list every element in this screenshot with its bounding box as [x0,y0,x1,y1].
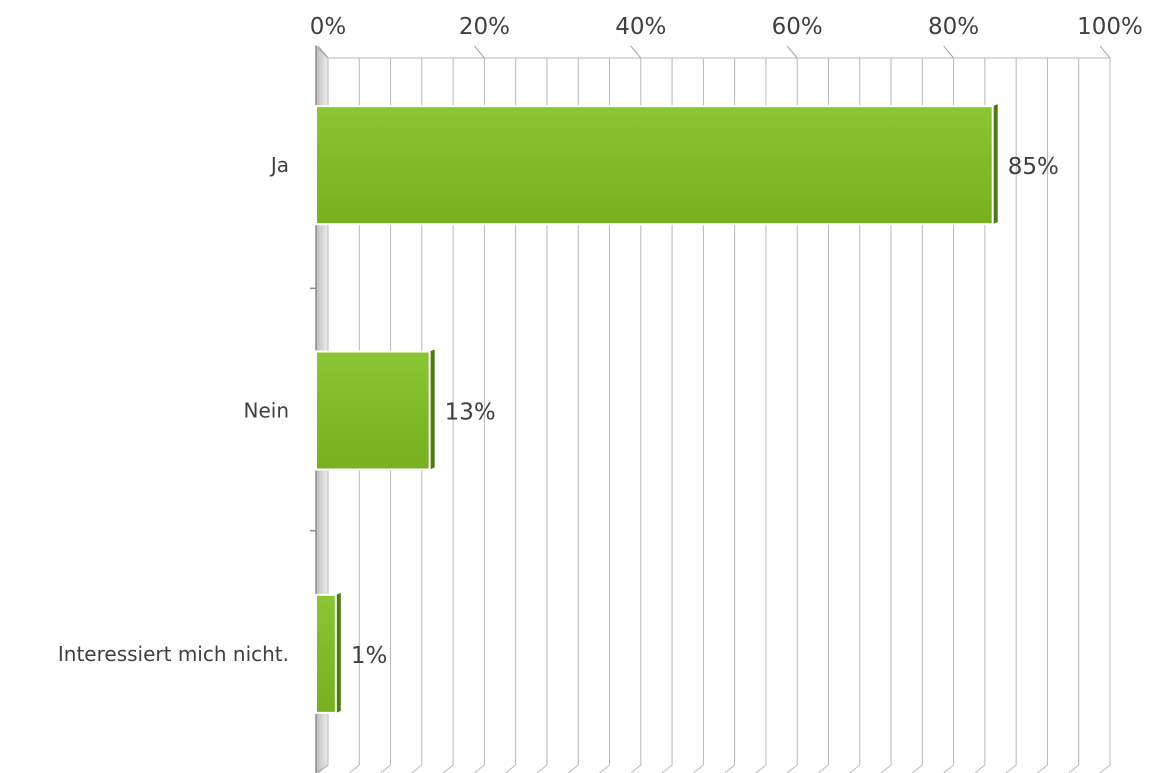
bar-side [429,349,435,470]
gridline-floor [880,764,892,773]
bar-interessiert-mich-nicht [315,592,341,714]
x-tick-label: 60% [772,14,823,40]
bar-face [315,350,431,471]
x-tick-label: 20% [459,14,510,40]
gridline-floor [567,764,579,773]
gridline-floor [1037,764,1048,773]
gridline-floor [943,764,954,773]
bar-face [315,105,994,226]
x-tick-label: 0% [310,14,347,40]
bar-side [335,592,341,713]
gridline-floor [380,764,391,773]
category-label-nein: Nein [244,399,290,423]
gridline-floor [411,764,423,773]
category-labels: Ja Nein Interessiert mich nicht. [58,153,289,666]
gridline-floor [849,764,861,773]
gridline-floor [693,764,704,773]
gridline-floor [599,764,610,773]
gridline-floor [536,764,548,773]
gridline-floor [1068,764,1080,773]
gridline-floor [348,764,360,773]
x-tick-label: 40% [615,14,666,40]
category-label-interessiert-mich-nicht: Interessiert mich nicht. [58,642,289,666]
gridline-floor [630,764,642,773]
bar-face [315,593,337,714]
gridline-floor [661,764,673,773]
gridline-floor [724,764,735,773]
tick-mark [474,45,485,59]
gridline-floor [317,764,329,773]
gridline-floor [442,764,454,773]
value-label-ja: 85% [1008,154,1059,180]
x-tick-label: 80% [928,14,979,40]
tick-mark [943,45,954,59]
value-labels: 85% 13% 1% [351,154,1059,669]
gridline-floor [755,764,767,773]
x-tick-labels: 0% 20% 40% 60% 80% 100% [310,14,1143,40]
tick-mark [1099,45,1111,59]
gridline-floor [474,764,485,773]
tick-mark [786,45,798,59]
gridline-floor [912,764,923,773]
category-label-ja: Ja [269,153,289,177]
value-label-interessiert-mich-nicht: 1% [351,643,388,669]
gridline-floor [1005,764,1017,773]
bar-side [992,104,998,225]
bar-nein [315,349,435,471]
bars [315,104,998,714]
value-label-nein: 13% [445,400,496,426]
gridline-floor [974,764,986,773]
gridline-floor [505,764,516,773]
gridline-floor [786,764,798,773]
gridline-floor [818,764,829,773]
x-tick-label: 100% [1077,14,1143,40]
tick-mark [317,45,329,59]
tick-mark [630,45,642,59]
gridline-floor [1099,764,1111,773]
bar-ja [315,104,998,226]
